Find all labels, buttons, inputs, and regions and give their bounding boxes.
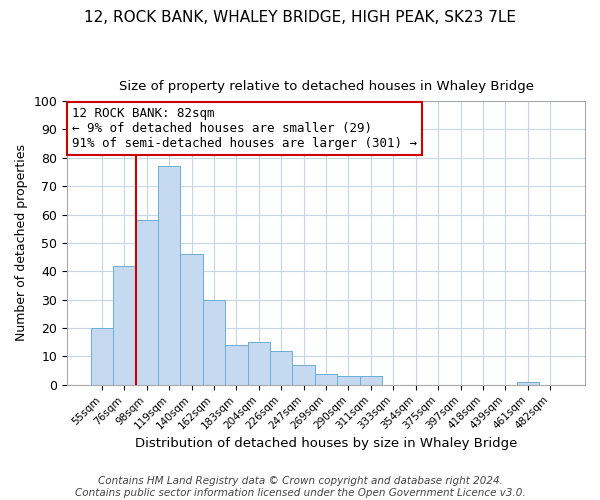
- Bar: [360, 376, 382, 385]
- Bar: [91, 328, 113, 385]
- Text: 12, ROCK BANK, WHALEY BRIDGE, HIGH PEAK, SK23 7LE: 12, ROCK BANK, WHALEY BRIDGE, HIGH PEAK,…: [84, 10, 516, 25]
- Bar: [136, 220, 158, 385]
- Bar: [270, 351, 292, 385]
- Bar: [315, 374, 337, 385]
- Bar: [292, 365, 315, 385]
- Text: Contains HM Land Registry data © Crown copyright and database right 2024.
Contai: Contains HM Land Registry data © Crown c…: [74, 476, 526, 498]
- Y-axis label: Number of detached properties: Number of detached properties: [15, 144, 28, 342]
- Bar: [337, 376, 360, 385]
- Bar: [225, 345, 248, 385]
- X-axis label: Distribution of detached houses by size in Whaley Bridge: Distribution of detached houses by size …: [135, 437, 517, 450]
- Bar: [203, 300, 225, 385]
- Bar: [517, 382, 539, 385]
- Title: Size of property relative to detached houses in Whaley Bridge: Size of property relative to detached ho…: [119, 80, 533, 93]
- Bar: [181, 254, 203, 385]
- Text: 12 ROCK BANK: 82sqm
← 9% of detached houses are smaller (29)
91% of semi-detache: 12 ROCK BANK: 82sqm ← 9% of detached hou…: [73, 107, 418, 150]
- Bar: [248, 342, 270, 385]
- Bar: [158, 166, 181, 385]
- Bar: [113, 266, 136, 385]
